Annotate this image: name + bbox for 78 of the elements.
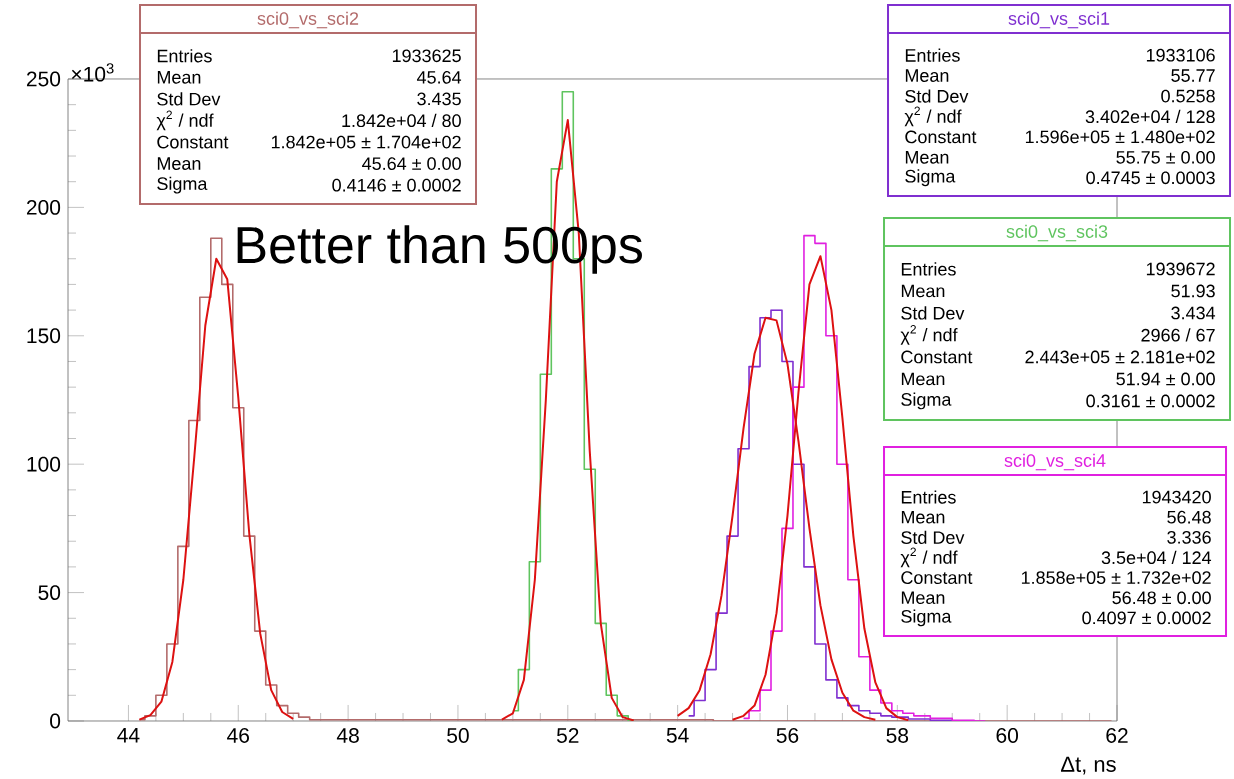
x-tick-label: 60 [996,728,1019,743]
y-axis-title: ×10$^{3}$ [71,63,114,82]
x-tick-label: 46 [227,728,250,743]
annotation: 51.94 ± 0.00 [1116,372,1215,386]
text: sci0_vs_sci1 [1008,11,1110,29]
annotation: 45.64 ± 0.00 [362,157,461,171]
text: 56.48 [1167,510,1211,524]
text: 3.434 [1171,306,1216,320]
annotation: Constant [157,135,229,149]
annotation: Constant [901,350,973,364]
annotation: Mean [157,71,201,84]
y-tick-label: 150 [27,328,61,344]
text: 2966 / 67 [1141,328,1215,342]
annotation: 0.3161 ± 0.0002 [1086,394,1215,408]
text: Entries [157,49,212,63]
text: 0.5258 [1161,89,1215,103]
annotation: Mean [905,151,949,164]
text: 1933625 [392,49,461,63]
annotation: 0.4745 ± 0.0003 [1086,171,1215,185]
annotation: Constant [905,130,977,144]
annotation: 1.596e+05 ± 1.480e+02 [1025,130,1215,144]
annotation: 1.858e+05 ± 1.732e+02 [1021,571,1211,585]
annotation: Mean [901,284,945,298]
annotation: χ$^{2}$ / ndf [900,325,958,345]
annotation: Mean [901,372,945,386]
text: Entries [905,48,960,62]
x-tick-label: 62 [1106,728,1128,743]
x-tick-label: 50 [447,728,469,743]
y-tick-label: 0 [50,713,61,729]
annotation: Entries [901,490,956,504]
annotation: Std Dev [157,92,221,106]
text: 3.336 [1167,530,1211,544]
annotation: 56.48 ± 0.00 [1112,591,1211,605]
y-tick-label: 100 [27,456,61,472]
y-tick-label: 50 [38,585,61,601]
annotation: Sigma [901,609,952,627]
annotation: 45.64 [416,70,462,84]
text: 1939672 [1146,262,1215,276]
text: 55.77 [1171,69,1215,82]
x-tick-label: 44 [117,728,140,743]
text: 1933106 [1146,48,1215,62]
text: 1943420 [1142,490,1211,504]
text: sci0_vs_sci2 [257,11,359,29]
annotation: Std Dev [905,89,969,103]
annotation: 0.4146 ± 0.0002 [332,178,461,192]
annotation: 1.842e+04 / 80 [342,113,461,128]
text: sci0_vs_sci4 [1004,453,1106,471]
x-tick-label: 48 [336,728,359,743]
annotation: Std Dev [901,306,965,320]
x-tick-label: 52 [556,728,579,743]
annotation: Mean [901,510,945,524]
annotation: 3.435 [417,92,461,106]
x-tick-label: 56 [776,728,799,743]
annotation: 0.4097 ± 0.0002 [1082,611,1211,625]
x-tick-label: 54 [666,728,689,743]
annotation: Mean [905,69,949,82]
annotation: Mean [157,157,201,170]
annotation: Sigma [901,392,952,410]
y-tick-label: 250 [26,71,61,87]
x-axis-title: Δt, ns [1061,756,1116,775]
y-tick-label: 200 [26,199,61,215]
annotation: χ$^{2}$ / ndf [156,110,214,131]
annotation: Mean [901,591,945,605]
text: 51.93 [1171,284,1215,298]
text: sci0_vs_sci3 [1006,224,1108,242]
annotation: Sigma [157,176,208,194]
annotation: Std Dev [901,530,965,544]
annotation: Entries [901,262,956,276]
x-tick-label: 58 [886,728,909,743]
annotation: χ$^{2}$ / ndf [900,547,958,568]
annotation: 2.443e+05 ± 2.181e+02 [1025,350,1215,364]
annotation: 55.75 ± 0.00 [1116,150,1215,164]
annotation: Constant [901,571,973,585]
annotation: 1.842e+05 ± 1.704e+02 [271,135,461,149]
annotation: χ$^{2}$ / ndf [904,106,962,127]
annotation: Sigma [905,169,956,187]
annotation: 3.5e+04 / 124 [1101,550,1212,565]
annotation: 3.402e+04 / 128 [1085,109,1215,124]
